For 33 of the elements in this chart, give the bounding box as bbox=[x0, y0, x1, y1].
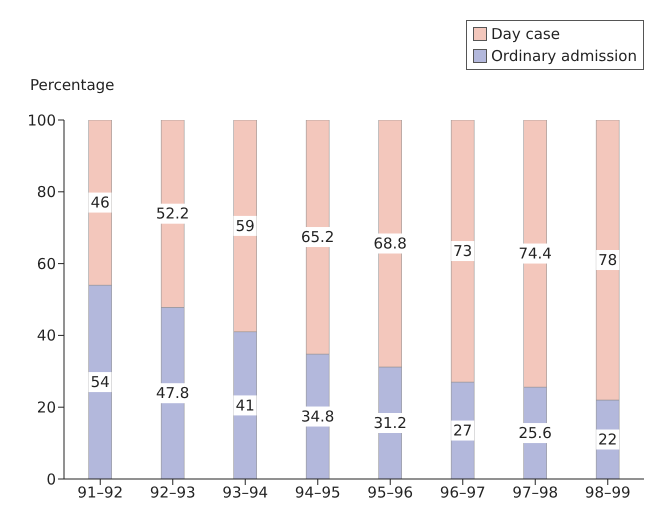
legend-label: Ordinary admission bbox=[490, 46, 637, 67]
data-label: 25.6 bbox=[518, 424, 552, 442]
y-tick-label: 60 bbox=[36, 254, 56, 273]
legend-label: Day case bbox=[490, 24, 561, 45]
data-label: 31.2 bbox=[373, 414, 407, 432]
x-tick-label: 91–92 bbox=[77, 484, 124, 502]
data-label: 41 bbox=[236, 396, 255, 414]
y-tick-label: 0 bbox=[46, 470, 56, 488]
x-tick-label: 98–99 bbox=[584, 484, 631, 502]
data-label: 78 bbox=[598, 251, 618, 270]
x-tick-label: 92–93 bbox=[150, 484, 196, 502]
data-label: 34.8 bbox=[300, 408, 334, 426]
data-label: 47.8 bbox=[156, 384, 190, 402]
y-tick-label: 100 bbox=[27, 111, 56, 130]
data-label: 65.2 bbox=[300, 228, 334, 246]
data-label: 59 bbox=[236, 216, 255, 235]
data-label: 52.2 bbox=[156, 204, 190, 223]
data-label: 73 bbox=[453, 242, 472, 260]
data-label: 46 bbox=[90, 194, 110, 212]
x-tick-label: 95–96 bbox=[367, 484, 414, 502]
y-tick-label: 40 bbox=[36, 326, 56, 345]
x-tick-label: 96–97 bbox=[440, 484, 486, 502]
x-tick-label: 94–95 bbox=[294, 484, 341, 502]
x-tick-label: 93–94 bbox=[222, 484, 268, 502]
data-label: 54 bbox=[90, 373, 110, 392]
y-tick-label: 20 bbox=[36, 398, 56, 417]
data-label: 68.8 bbox=[373, 234, 407, 252]
x-tick-label: 97–98 bbox=[512, 484, 558, 502]
data-label: 74.4 bbox=[518, 244, 552, 263]
data-label: 27 bbox=[453, 422, 472, 440]
y-axis-title: Percentage bbox=[30, 76, 114, 94]
y-tick-label: 80 bbox=[36, 183, 56, 202]
data-label: 22 bbox=[598, 430, 618, 449]
